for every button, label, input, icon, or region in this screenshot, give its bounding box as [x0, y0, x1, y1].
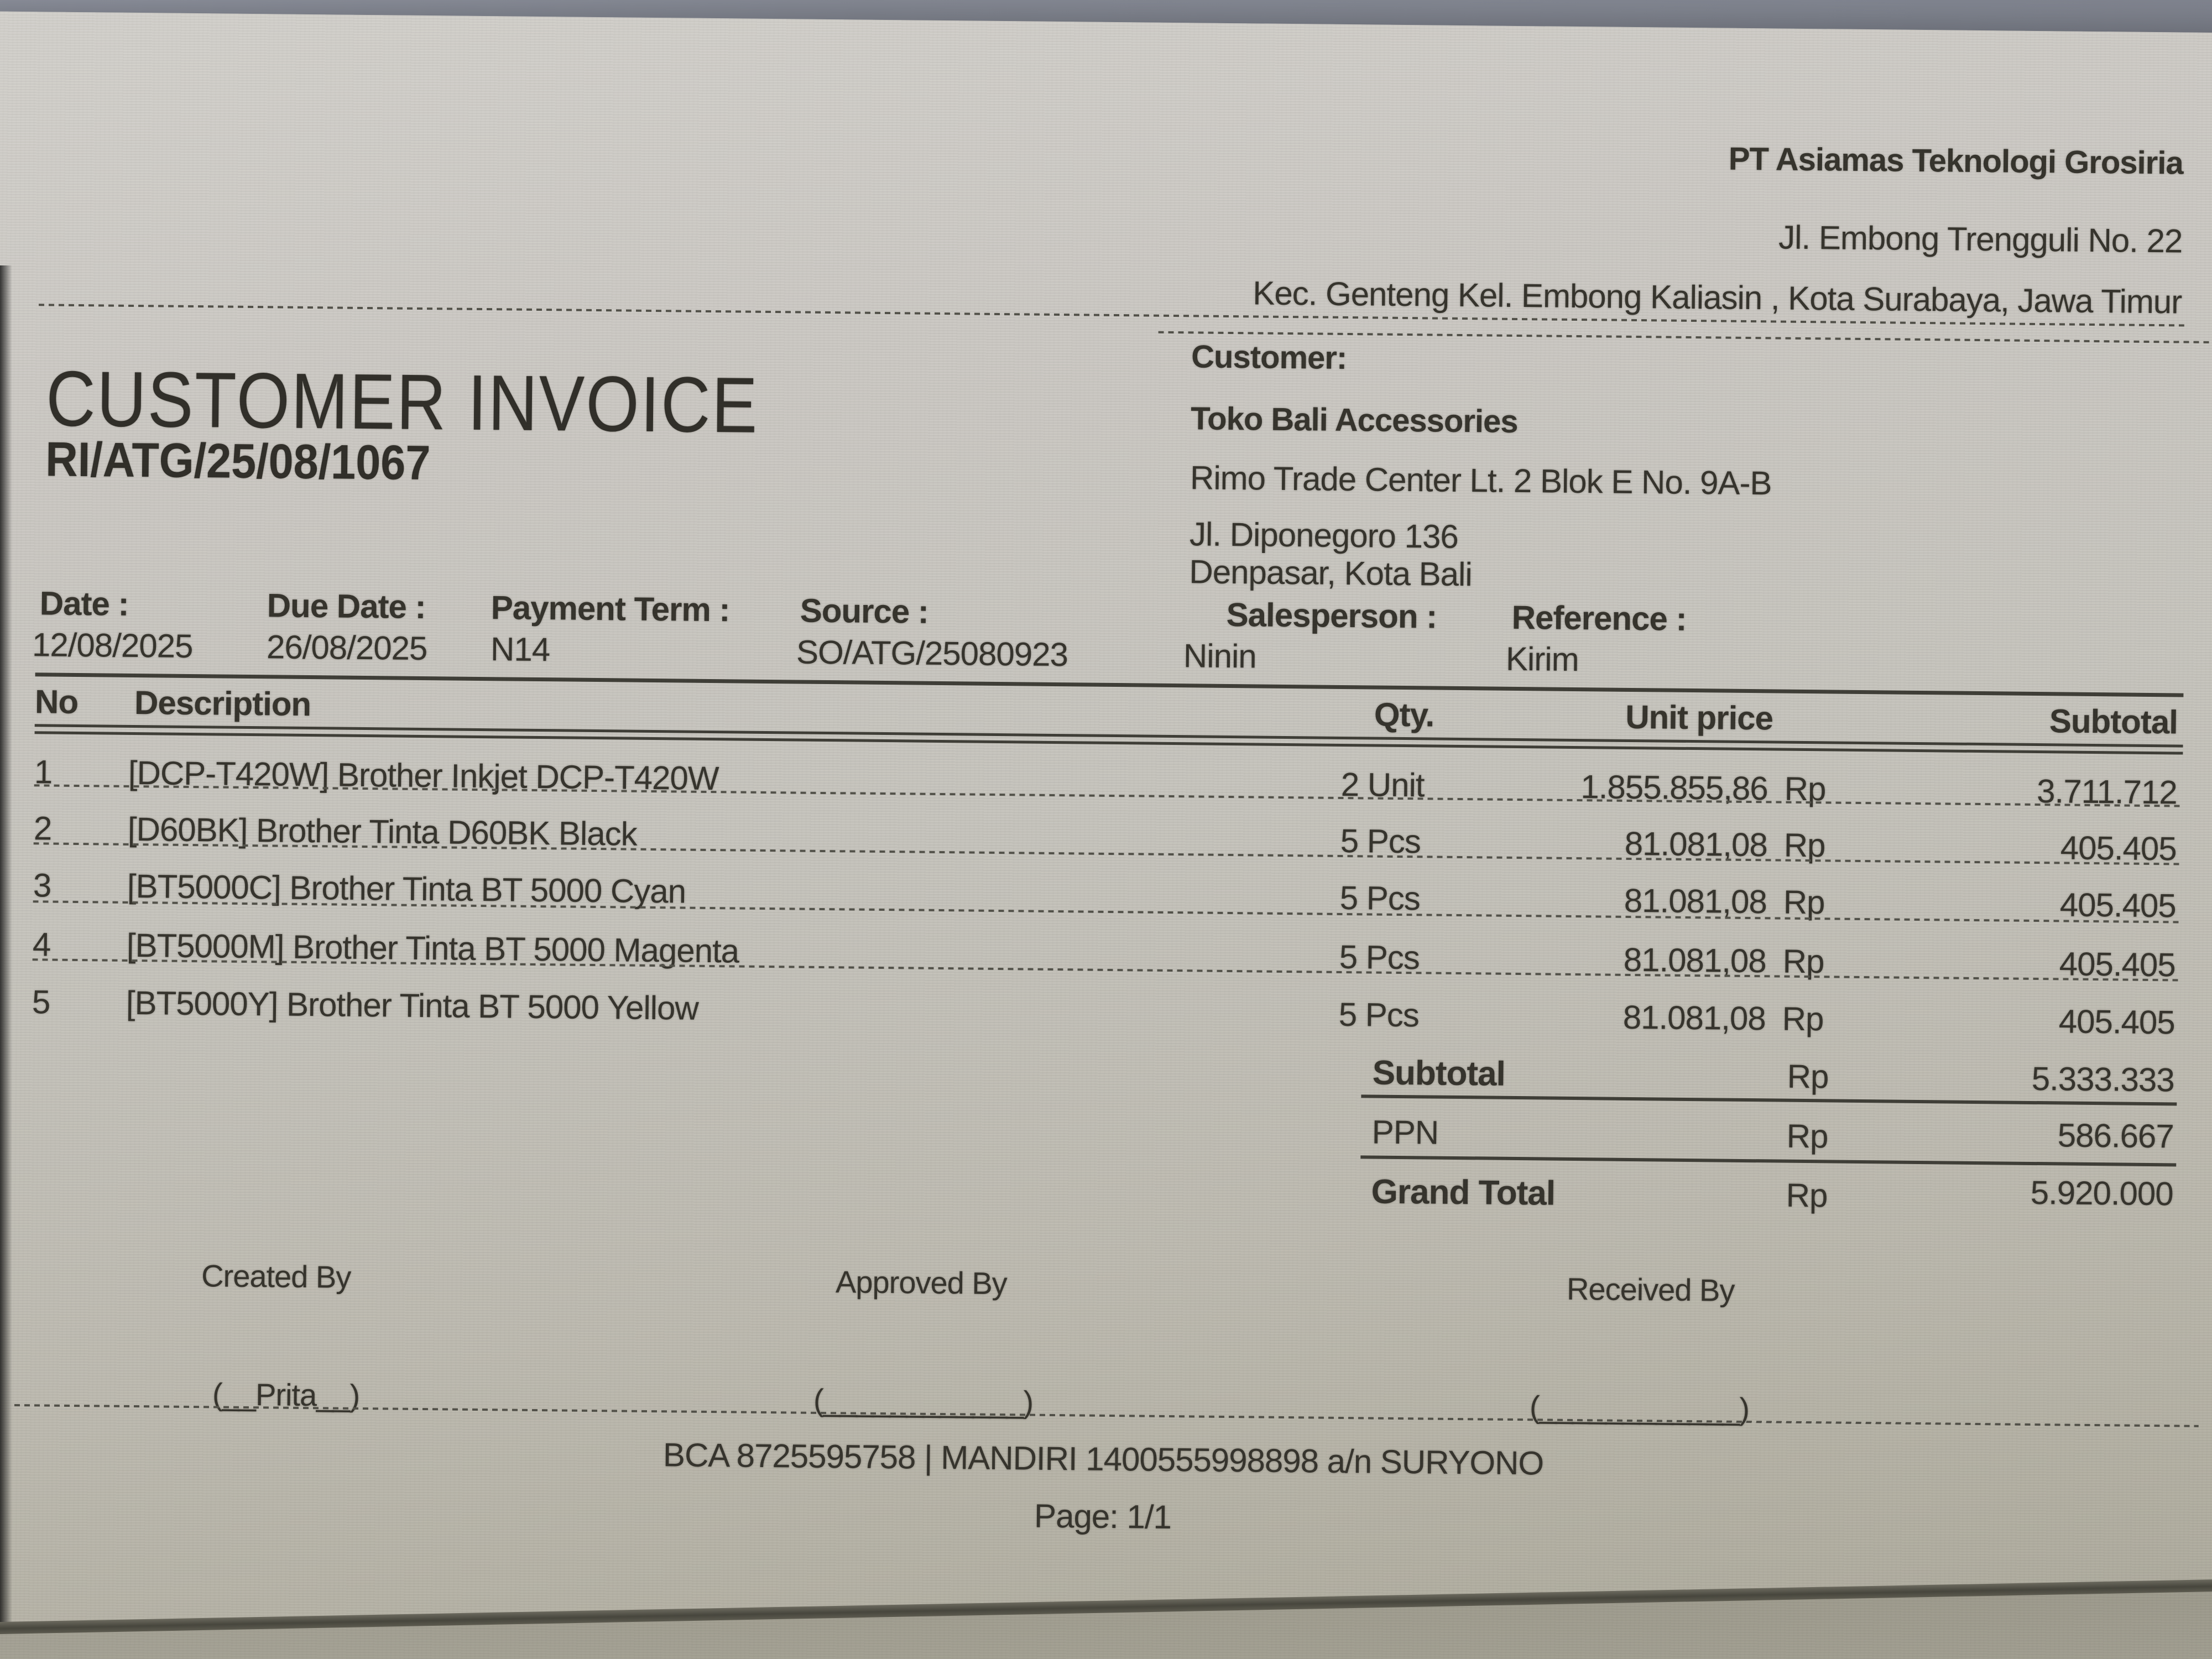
row-subtotal: 405.405: [2058, 1003, 2176, 1041]
due-date-label: Due Date :: [267, 587, 426, 626]
customer-address-line-1: Rimo Trade Center Lt. 2 Blok E No. 9A-B: [1190, 459, 1772, 502]
due-date-value: 26/08/2025: [266, 628, 427, 667]
totals-subtotal-label: Subtotal: [1372, 1053, 1506, 1093]
row-separator: [32, 958, 2178, 982]
row-description: [BT5000Y] Brother Tinta BT 5000 Yellow: [126, 984, 699, 1027]
table-header-no: No: [34, 683, 79, 721]
company-address-line-1: Jl. Embong Trengguli No. 22: [1778, 218, 2183, 260]
totals-ppn-value: 586.667: [2057, 1117, 2174, 1155]
signature-created-by-label: Created By: [201, 1258, 351, 1295]
reference-value: Kirim: [1505, 640, 1579, 679]
page-indicator: Page: 1/1: [1034, 1497, 1172, 1536]
payment-term-label: Payment Term :: [491, 589, 730, 629]
customer-name: Toko Bali Accessories: [1190, 400, 1518, 440]
table-header-subtotal: Subtotal: [2049, 702, 2178, 741]
row-number: 5: [32, 983, 50, 1021]
company-name: PT Asiamas Teknologi Grosiria: [1728, 140, 2183, 181]
row-separator: [33, 900, 2179, 924]
totals-subtotal-value: 5.333.333: [2031, 1060, 2175, 1099]
customer-address-line-3: Denpasar, Kota Bali: [1189, 553, 1473, 593]
signature-received-by-label: Received By: [1566, 1271, 1735, 1308]
company-address-line-2: Kec. Genteng Kel. Embong Kaliasin , Kota…: [1253, 274, 2182, 321]
payment-term-value: N14: [490, 630, 550, 669]
row-unit-price: 81.081,08: [1624, 881, 1767, 921]
row-separator: [34, 784, 2180, 807]
source-label: Source :: [800, 592, 929, 630]
left-edge-shadow: [0, 265, 12, 1626]
separator-dashed-footer: [14, 1404, 2199, 1427]
row-unit-price: 81.081,08: [1623, 998, 1766, 1037]
date-value: 12/08/2025: [32, 626, 193, 665]
customer-address-line-2: Jl. Diponegoro 136: [1189, 515, 1459, 555]
invoice-page: PT Asiamas Teknologi Grosiria Jl. Embong…: [0, 11, 2212, 1659]
table-header-unit-price: Unit price: [1625, 698, 1773, 737]
totals-ppn-currency: Rp: [1786, 1117, 1828, 1155]
signature-approved-by-label: Approved By: [835, 1264, 1008, 1301]
row-currency: Rp: [1783, 883, 1825, 921]
row-subtotal: 405.405: [2059, 886, 2177, 925]
source-value: SO/ATG/25080923: [796, 633, 1068, 674]
salesperson-value: Ninin: [1183, 637, 1257, 675]
row-number: 4: [32, 926, 51, 963]
totals-ppn-label: PPN: [1371, 1113, 1439, 1151]
totals-subtotal-currency: Rp: [1787, 1057, 1829, 1095]
reference-label: Reference :: [1511, 598, 1687, 638]
salesperson-label: Salesperson :: [1226, 596, 1437, 635]
totals-grand-total-currency: Rp: [1786, 1176, 1828, 1214]
totals-rule-2: [1360, 1155, 2177, 1167]
row-currency: Rp: [1782, 1000, 1824, 1038]
totals-grand-total-value: 5.920.000: [2030, 1173, 2174, 1213]
invoice-number: RI/ATG/25/08/1067: [45, 431, 431, 491]
totals-grand-total-label: Grand Total: [1371, 1172, 1556, 1213]
table-top-rule: [35, 672, 2184, 697]
row-qty: 5 Pcs: [1338, 995, 1420, 1034]
table-header-description: Description: [134, 684, 311, 723]
customer-label: Customer:: [1191, 338, 1347, 377]
row-qty: 5 Pcs: [1339, 879, 1421, 917]
table-header-qty: Qty.: [1374, 696, 1434, 734]
row-number: 2: [33, 810, 52, 847]
date-label: Date :: [39, 585, 129, 623]
row-separator: [33, 842, 2179, 865]
row-number: 3: [33, 867, 51, 904]
bank-accounts-text: BCA 8725595758 | MANDIRI 1400555998898 a…: [662, 1436, 1544, 1482]
